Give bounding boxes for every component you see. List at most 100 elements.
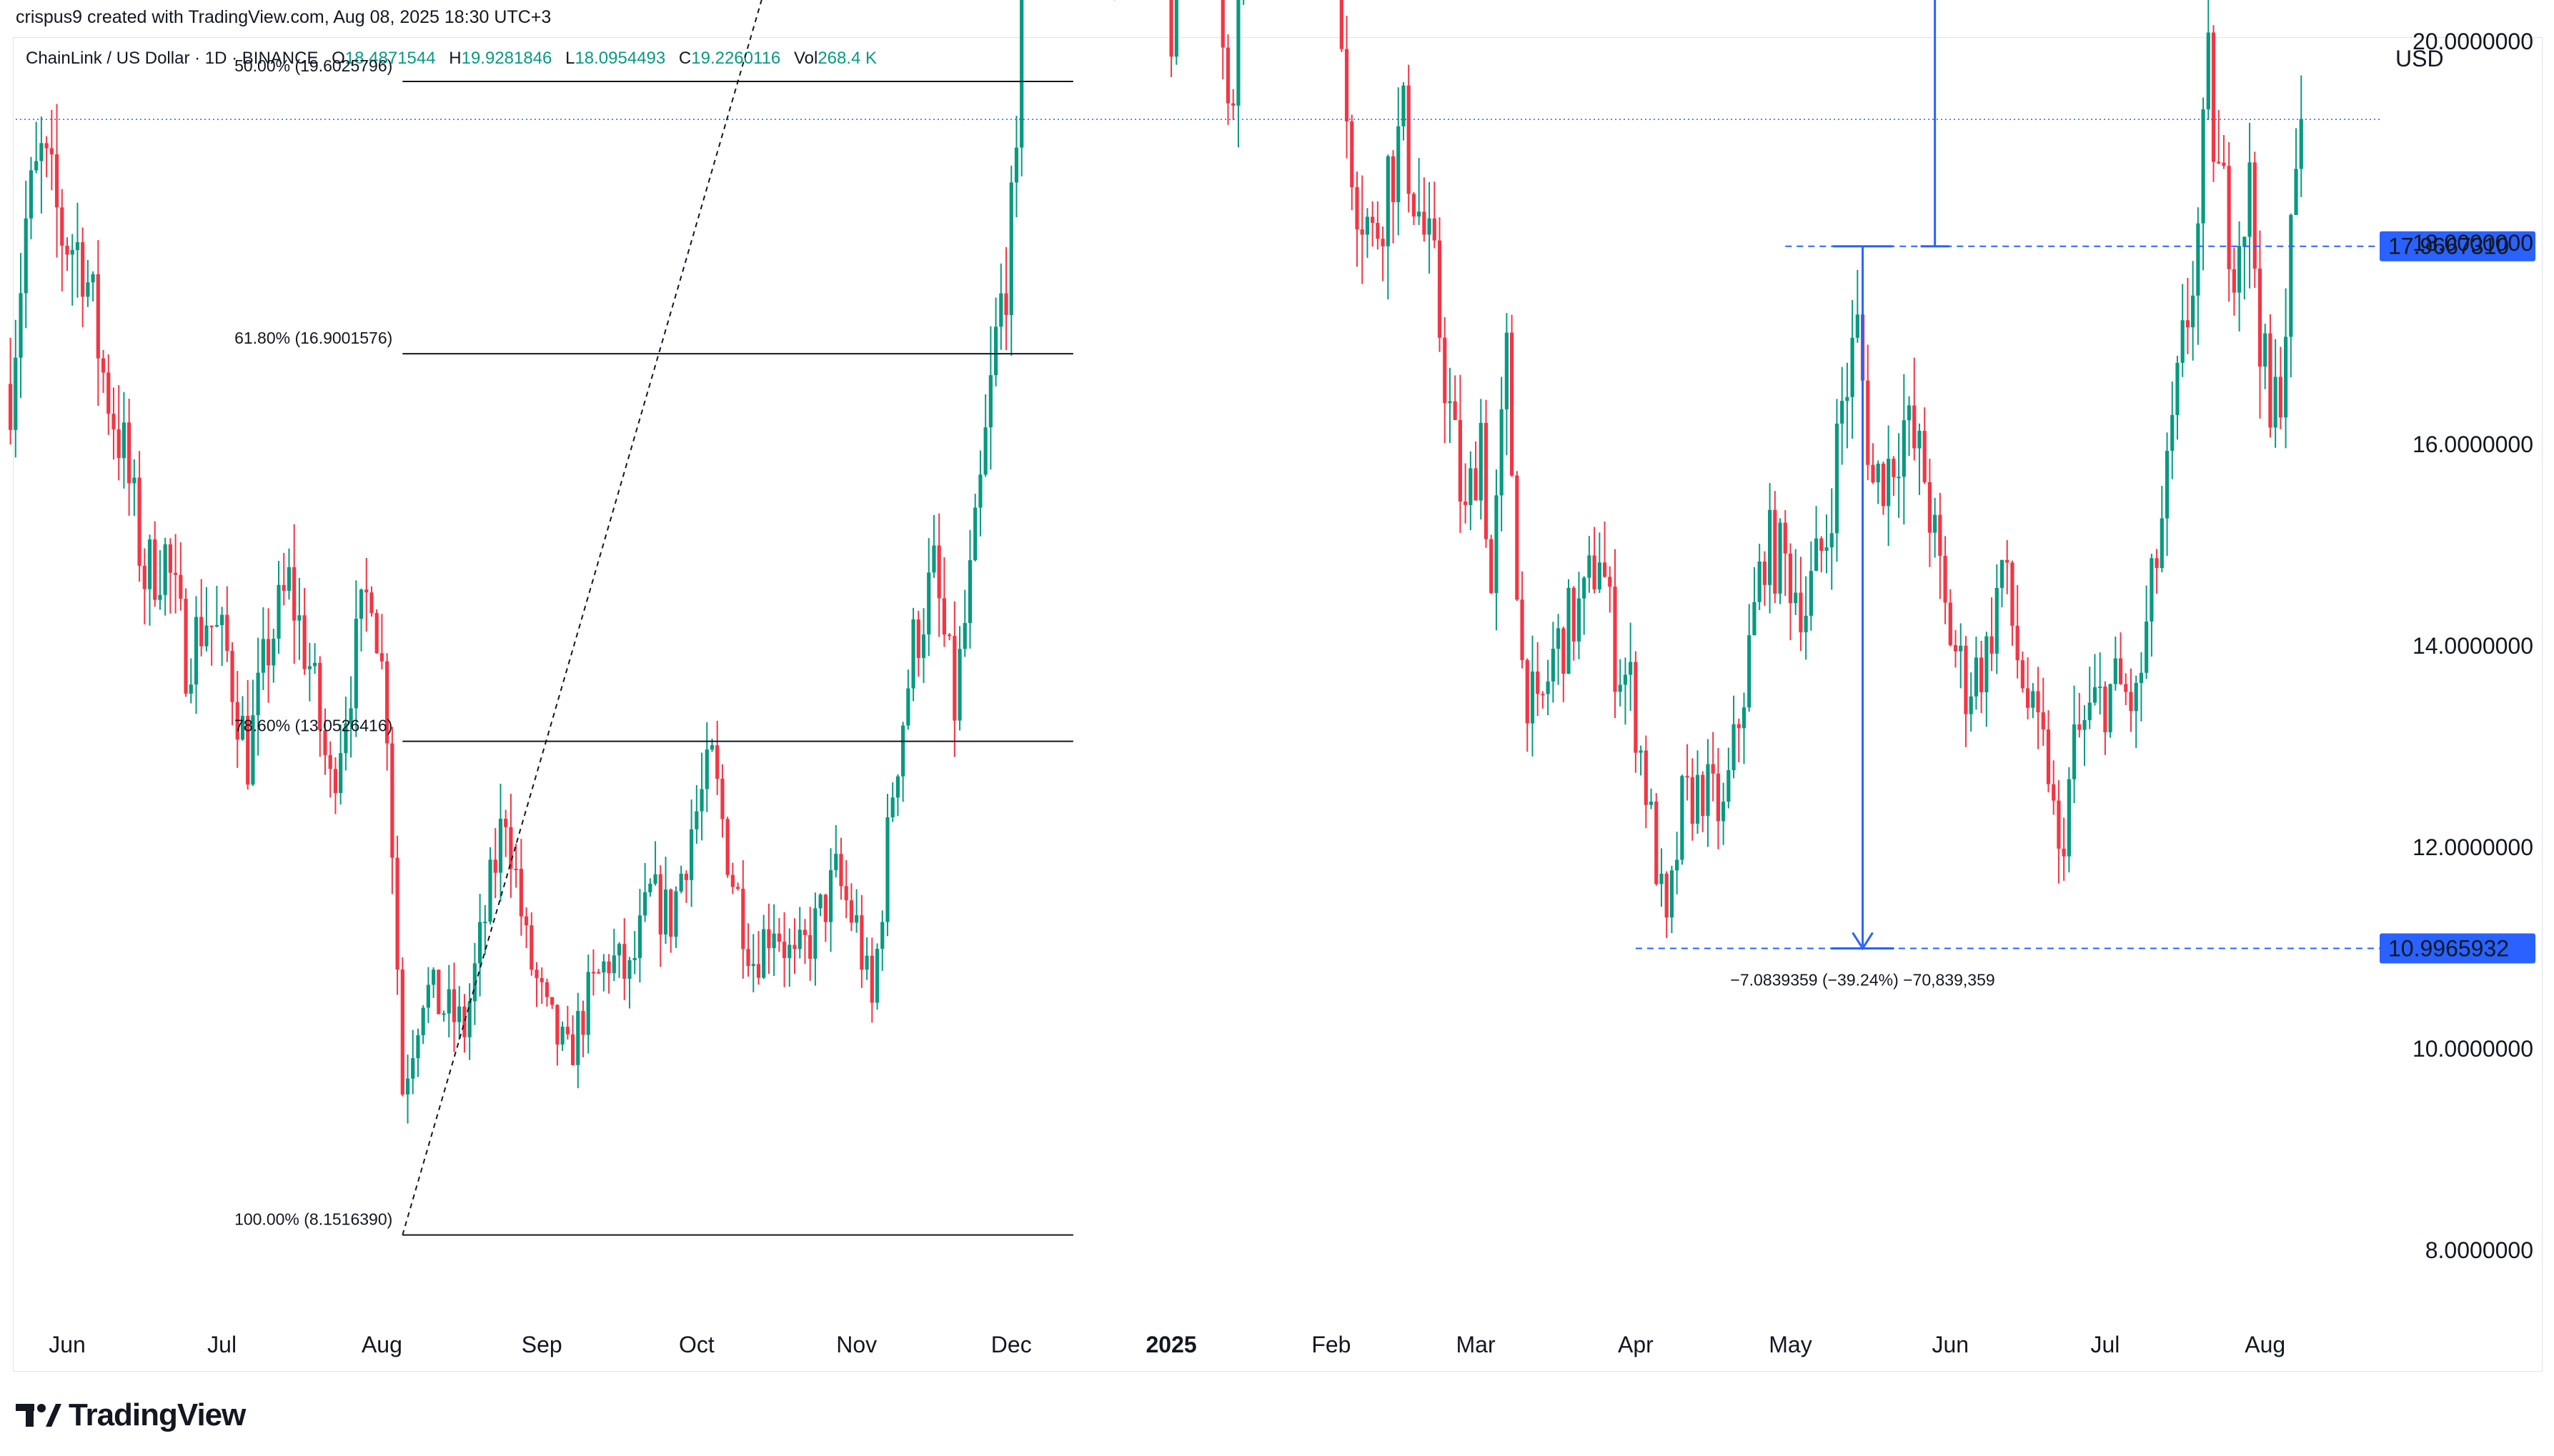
- candle-body[interactable]: [1659, 873, 1664, 884]
- candle-body[interactable]: [467, 1001, 472, 1037]
- candle-body[interactable]: [39, 143, 44, 161]
- candle-body[interactable]: [762, 929, 766, 978]
- candle-body[interactable]: [1721, 802, 1726, 822]
- candle-body[interactable]: [1778, 522, 1782, 594]
- candle-body[interactable]: [2222, 162, 2226, 166]
- candle-body[interactable]: [627, 960, 632, 979]
- candle-body[interactable]: [2299, 119, 2303, 169]
- candle-body[interactable]: [1824, 547, 1829, 552]
- candle-body[interactable]: [2129, 692, 2133, 712]
- candle-body[interactable]: [597, 972, 601, 974]
- candle-body[interactable]: [963, 622, 967, 649]
- candle-body[interactable]: [1634, 662, 1638, 753]
- candle-body[interactable]: [1608, 577, 1612, 587]
- candle-body[interactable]: [158, 594, 162, 600]
- candle-body[interactable]: [14, 357, 18, 430]
- candle-body[interactable]: [1948, 602, 1952, 645]
- candle-body[interactable]: [432, 969, 436, 985]
- candle-body[interactable]: [81, 242, 85, 297]
- candle-body[interactable]: [411, 1058, 415, 1079]
- candle-body[interactable]: [2134, 682, 2138, 712]
- candle-body[interactable]: [1917, 431, 1922, 449]
- candle-body[interactable]: [34, 161, 39, 171]
- candle-body[interactable]: [570, 1034, 575, 1065]
- candle-body[interactable]: [797, 929, 802, 949]
- candle-body[interactable]: [695, 811, 699, 829]
- candle-body[interactable]: [1773, 509, 1777, 594]
- candle-body[interactable]: [1876, 464, 1880, 483]
- candle-body[interactable]: [106, 372, 111, 414]
- candle-body[interactable]: [663, 889, 668, 935]
- candle-body[interactable]: [658, 874, 662, 935]
- candle-body[interactable]: [948, 634, 952, 637]
- candle-body[interactable]: [1525, 659, 1529, 724]
- candle-body[interactable]: [287, 567, 292, 591]
- candle-body[interactable]: [2026, 688, 2030, 708]
- candle-body[interactable]: [1571, 587, 1576, 642]
- candle-body[interactable]: [1376, 222, 1380, 239]
- candle-body[interactable]: [839, 854, 843, 887]
- candle-body[interactable]: [2242, 236, 2247, 246]
- candle-body[interactable]: [344, 723, 348, 754]
- candle-body[interactable]: [1649, 801, 1654, 805]
- candle-body[interactable]: [2278, 377, 2282, 418]
- candle-body[interactable]: [163, 544, 167, 595]
- candle-body[interactable]: [880, 922, 885, 949]
- candle-body[interactable]: [395, 857, 399, 970]
- candle-body[interactable]: [1231, 103, 1236, 106]
- candle-body[interactable]: [1453, 401, 1457, 420]
- candle-body[interactable]: [772, 933, 776, 949]
- candle-body[interactable]: [1829, 533, 1834, 548]
- candle-body[interactable]: [2257, 268, 2262, 367]
- candle-body[interactable]: [2175, 362, 2180, 415]
- candle-body[interactable]: [2057, 800, 2061, 849]
- candle-body[interactable]: [2170, 414, 2175, 452]
- candle-body[interactable]: [462, 1006, 467, 1037]
- candle-body[interactable]: [1984, 636, 1989, 692]
- candle-body[interactable]: [354, 619, 358, 709]
- candle-body[interactable]: [767, 929, 771, 949]
- candle-body[interactable]: [2273, 377, 2277, 428]
- candle-body[interactable]: [782, 942, 787, 959]
- candle-body[interactable]: [1427, 218, 1431, 235]
- candle-body[interactable]: [349, 708, 353, 724]
- candle-body[interactable]: [2201, 109, 2205, 224]
- candle-body[interactable]: [607, 961, 611, 974]
- candle-body[interactable]: [690, 829, 694, 880]
- candle-body[interactable]: [2284, 336, 2288, 418]
- candle-body[interactable]: [230, 651, 234, 702]
- candle-body[interactable]: [266, 639, 271, 666]
- candle-body[interactable]: [555, 1004, 560, 1044]
- candle-body[interactable]: [720, 778, 725, 819]
- candle-body[interactable]: [323, 730, 327, 755]
- candle-body[interactable]: [261, 639, 265, 673]
- candle-body[interactable]: [1762, 561, 1767, 585]
- candle-body[interactable]: [1530, 671, 1535, 724]
- candle-body[interactable]: [1355, 186, 1359, 230]
- candle-body[interactable]: [379, 653, 384, 662]
- candle-body[interactable]: [632, 958, 637, 961]
- candle-body[interactable]: [916, 619, 920, 658]
- candle-body[interactable]: [137, 477, 141, 566]
- candle-body[interactable]: [787, 944, 792, 959]
- candle-body[interactable]: [1174, 0, 1178, 57]
- candle-body[interactable]: [1933, 514, 1937, 533]
- candle-body[interactable]: [2139, 672, 2144, 683]
- candle-body[interactable]: [1964, 645, 1968, 714]
- candle-body[interactable]: [147, 539, 152, 589]
- candle-body[interactable]: [2067, 779, 2071, 857]
- candle-body[interactable]: [390, 743, 394, 858]
- candle-body[interactable]: [437, 969, 441, 1014]
- candle-body[interactable]: [865, 955, 869, 970]
- candle-body[interactable]: [127, 422, 131, 484]
- candle-body[interactable]: [999, 293, 1003, 327]
- candle-body[interactable]: [2103, 686, 2107, 732]
- candle-body[interactable]: [1443, 337, 1447, 404]
- candle-body[interactable]: [643, 892, 647, 916]
- candle-body[interactable]: [550, 997, 555, 1005]
- candle-body[interactable]: [715, 745, 720, 779]
- candle-body[interactable]: [818, 894, 823, 909]
- candle-body[interactable]: [2206, 32, 2210, 110]
- candle-body[interactable]: [1675, 859, 1679, 871]
